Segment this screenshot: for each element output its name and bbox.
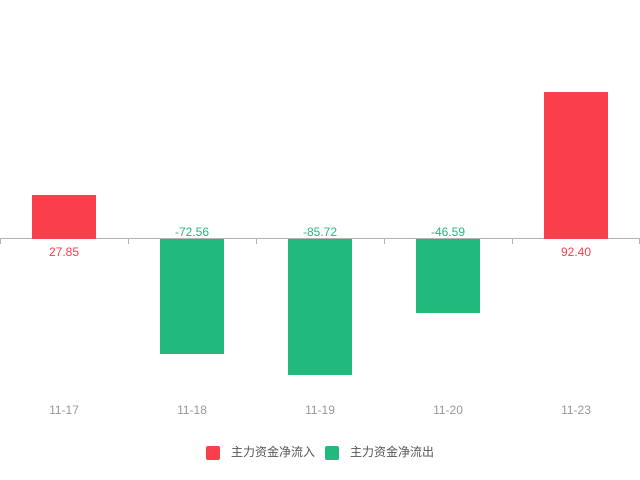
legend-item-outflow[interactable]: 主力资金净流出 — [325, 445, 434, 460]
value-label-11-23: 92.40 — [560, 245, 592, 259]
value-label-11-17: 27.85 — [48, 245, 80, 259]
value-label-11-20: -46.59 — [430, 225, 466, 239]
axis-tick — [256, 239, 257, 244]
inflow-swatch-icon — [205, 445, 220, 460]
x-axis-label-11-23: 11-23 — [561, 403, 591, 417]
legend-label-inflow: 主力资金净流入 — [230, 445, 315, 459]
value-label-11-18: -72.56 — [174, 225, 210, 239]
axis-tick — [512, 239, 513, 244]
legend-item-inflow[interactable]: 主力资金净流入 — [205, 445, 315, 460]
axis-tick — [0, 239, 1, 244]
value-label-11-19: -85.72 — [302, 225, 338, 239]
bar-11-18[interactable] — [160, 239, 224, 354]
x-axis-label-11-19: 11-19 — [305, 403, 335, 417]
axis-tick — [384, 239, 385, 244]
x-axis-label-11-20: 11-20 — [433, 403, 463, 417]
bar-11-20[interactable] — [416, 239, 480, 313]
zero-axis-line — [0, 238, 640, 239]
x-axis-label-11-18: 11-18 — [177, 403, 207, 417]
legend-label-outflow: 主力资金净流出 — [350, 445, 435, 459]
outflow-swatch-icon — [325, 445, 339, 460]
legend: 主力资金净流入 主力资金净流出 — [0, 445, 640, 460]
bar-11-17[interactable] — [32, 195, 96, 239]
bar-11-23[interactable] — [544, 92, 608, 239]
bar-11-19[interactable] — [288, 239, 352, 375]
axis-tick — [128, 239, 129, 244]
x-axis-label-11-17: 11-17 — [49, 403, 79, 417]
